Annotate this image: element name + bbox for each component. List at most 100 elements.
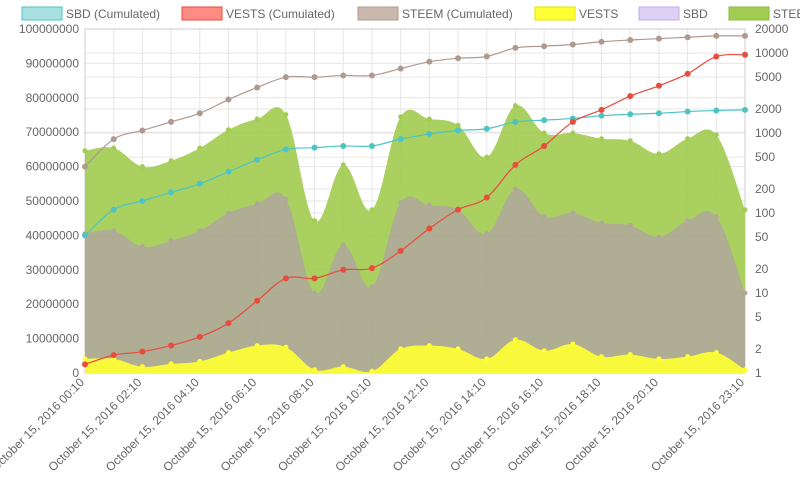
legend-swatch-steem-cumulated-[interactable]: [357, 6, 399, 21]
y-left-tick-label: 40000000: [26, 228, 80, 242]
legend-swatch-vests[interactable]: [534, 6, 576, 21]
point-vests-cumulated--23: [742, 51, 748, 58]
point-steem-16: [541, 130, 547, 136]
legend-swatch-sbd[interactable]: [638, 6, 680, 21]
x-tick-label: October 15, 2016 20:10: [562, 375, 661, 474]
y-right-tick-label: 10: [755, 286, 769, 300]
point-steem-lower-band--1: [111, 228, 117, 234]
point-vests-7: [283, 344, 289, 350]
y-right-tick-label: 100: [755, 206, 775, 220]
point-vests-8: [312, 367, 318, 373]
x-tick-label: October 15, 2016 04:10: [103, 375, 202, 474]
y-right-tick-label: 20000: [755, 22, 789, 36]
legend-label-vests-cumulated-[interactable]: VESTS (Cumulated): [226, 7, 335, 21]
area-vests: [85, 339, 745, 373]
point-steem-1: [111, 145, 117, 151]
point-steem-23: [742, 207, 748, 213]
point-steem-lower-band--3: [168, 238, 174, 244]
point-vests-cumulated--5: [225, 320, 232, 327]
legend-swatch-vests-cumulated-[interactable]: [181, 6, 223, 21]
point-steem-lower-band--16: [541, 214, 547, 220]
point-vests-cumulated--9: [340, 266, 347, 273]
x-tick-label: October 15, 2016 18:10: [505, 375, 604, 474]
point-sbd-cumulated--21: [684, 108, 691, 115]
point-vests-cumulated--21: [684, 70, 691, 77]
point-vests-cumulated--1: [110, 352, 117, 359]
point-steem-cumulated--1: [110, 136, 117, 143]
x-tick-label: October 15, 2016 12:10: [332, 375, 431, 474]
point-sbd-cumulated--9: [340, 142, 347, 149]
point-sbd-cumulated--23: [742, 106, 748, 113]
y-left-tick-label: 60000000: [26, 160, 80, 174]
point-vests-cumulated--3: [168, 342, 175, 349]
point-steem-cumulated--18: [598, 38, 605, 45]
point-vests-cumulated--11: [397, 247, 404, 254]
point-steem-12: [426, 116, 432, 122]
y-axis-right: 1 2 5 10 20 50 100 200 500 1000 2000 5000 10000 20000: [755, 22, 789, 380]
point-steem-cumulated--10: [368, 72, 375, 79]
point-vests-cumulated--4: [196, 333, 203, 340]
point-steem-lower-band--15: [512, 186, 518, 192]
y-right-tick-label: 1000: [755, 126, 782, 140]
point-vests-cumulated--12: [426, 225, 433, 232]
point-steem-13: [455, 122, 461, 128]
point-steem-lower-band--19: [627, 222, 633, 228]
point-vests-12: [426, 343, 432, 349]
point-sbd-cumulated--11: [397, 136, 404, 143]
point-vests-9: [340, 364, 346, 370]
y-left-tick-label: 20000000: [26, 297, 80, 311]
legend-swatch-sbd-cumulated-[interactable]: [21, 6, 63, 21]
legend-label-vests[interactable]: VESTS: [579, 7, 618, 21]
y-left-tick-label: 50000000: [26, 194, 80, 208]
point-steem-21: [685, 136, 691, 142]
point-sbd-cumulated--0: [82, 232, 88, 239]
legend-label-sbd[interactable]: SBD: [683, 7, 708, 21]
point-steem-cumulated--3: [168, 118, 175, 125]
point-vests-11: [398, 346, 404, 352]
point-vests-4: [197, 358, 203, 364]
point-vests-cumulated--7: [282, 275, 289, 282]
point-steem-lower-band--14: [484, 231, 490, 237]
y-right-tick-label: 2000: [755, 102, 782, 116]
point-steem-cumulated--0: [82, 163, 88, 170]
point-sbd-cumulated--20: [655, 110, 662, 117]
point-vests-13: [455, 346, 461, 352]
x-tick-label: October 15, 2016 23:10: [648, 375, 747, 474]
point-vests-10: [369, 368, 375, 374]
point-vests-cumulated--13: [455, 206, 462, 213]
point-sbd-cumulated--6: [254, 156, 261, 163]
point-vests-cumulated--22: [713, 53, 720, 60]
point-vests-6: [254, 343, 260, 349]
point-vests-14: [484, 356, 490, 362]
point-steem-cumulated--16: [541, 43, 548, 50]
point-steem-0: [82, 148, 88, 154]
legend-label-sbd-cumulated-[interactable]: SBD (Cumulated): [66, 7, 160, 21]
legend-label-steem[interactable]: STEEM: [773, 7, 800, 21]
point-steem-cumulated--4: [196, 110, 203, 117]
point-steem-cumulated--12: [426, 58, 433, 65]
point-steem-cumulated--8: [311, 74, 318, 81]
y-axis-left: 0 10000000 20000000 30000000 40000000 5000000…: [19, 22, 79, 380]
point-steem-18: [599, 136, 605, 142]
point-steem-cumulated--20: [655, 35, 662, 42]
point-steem-lower-band--10: [369, 284, 375, 290]
point-steem-cumulated--11: [397, 65, 404, 72]
point-vests-21: [685, 354, 691, 360]
legend-label-steem-cumulated-[interactable]: STEEM (Cumulated): [402, 7, 513, 21]
point-steem-3: [168, 158, 174, 164]
point-steem-lower-band--8: [312, 290, 318, 296]
point-steem-14: [484, 154, 490, 160]
point-sbd-cumulated--12: [426, 130, 433, 137]
point-vests-cumulated--14: [483, 194, 490, 201]
point-steem-15: [512, 103, 518, 109]
point-steem-lower-band--4: [197, 228, 203, 234]
point-vests-cumulated--10: [368, 265, 375, 272]
area-series: [82, 103, 748, 374]
y-left-tick-label: 80000000: [26, 91, 80, 105]
point-steem-cumulated--15: [512, 44, 519, 51]
point-vests-20: [656, 356, 662, 362]
point-sbd-cumulated--7: [282, 146, 289, 153]
legend-swatch-steem[interactable]: [728, 6, 770, 21]
point-steem-cumulated--21: [684, 34, 691, 41]
